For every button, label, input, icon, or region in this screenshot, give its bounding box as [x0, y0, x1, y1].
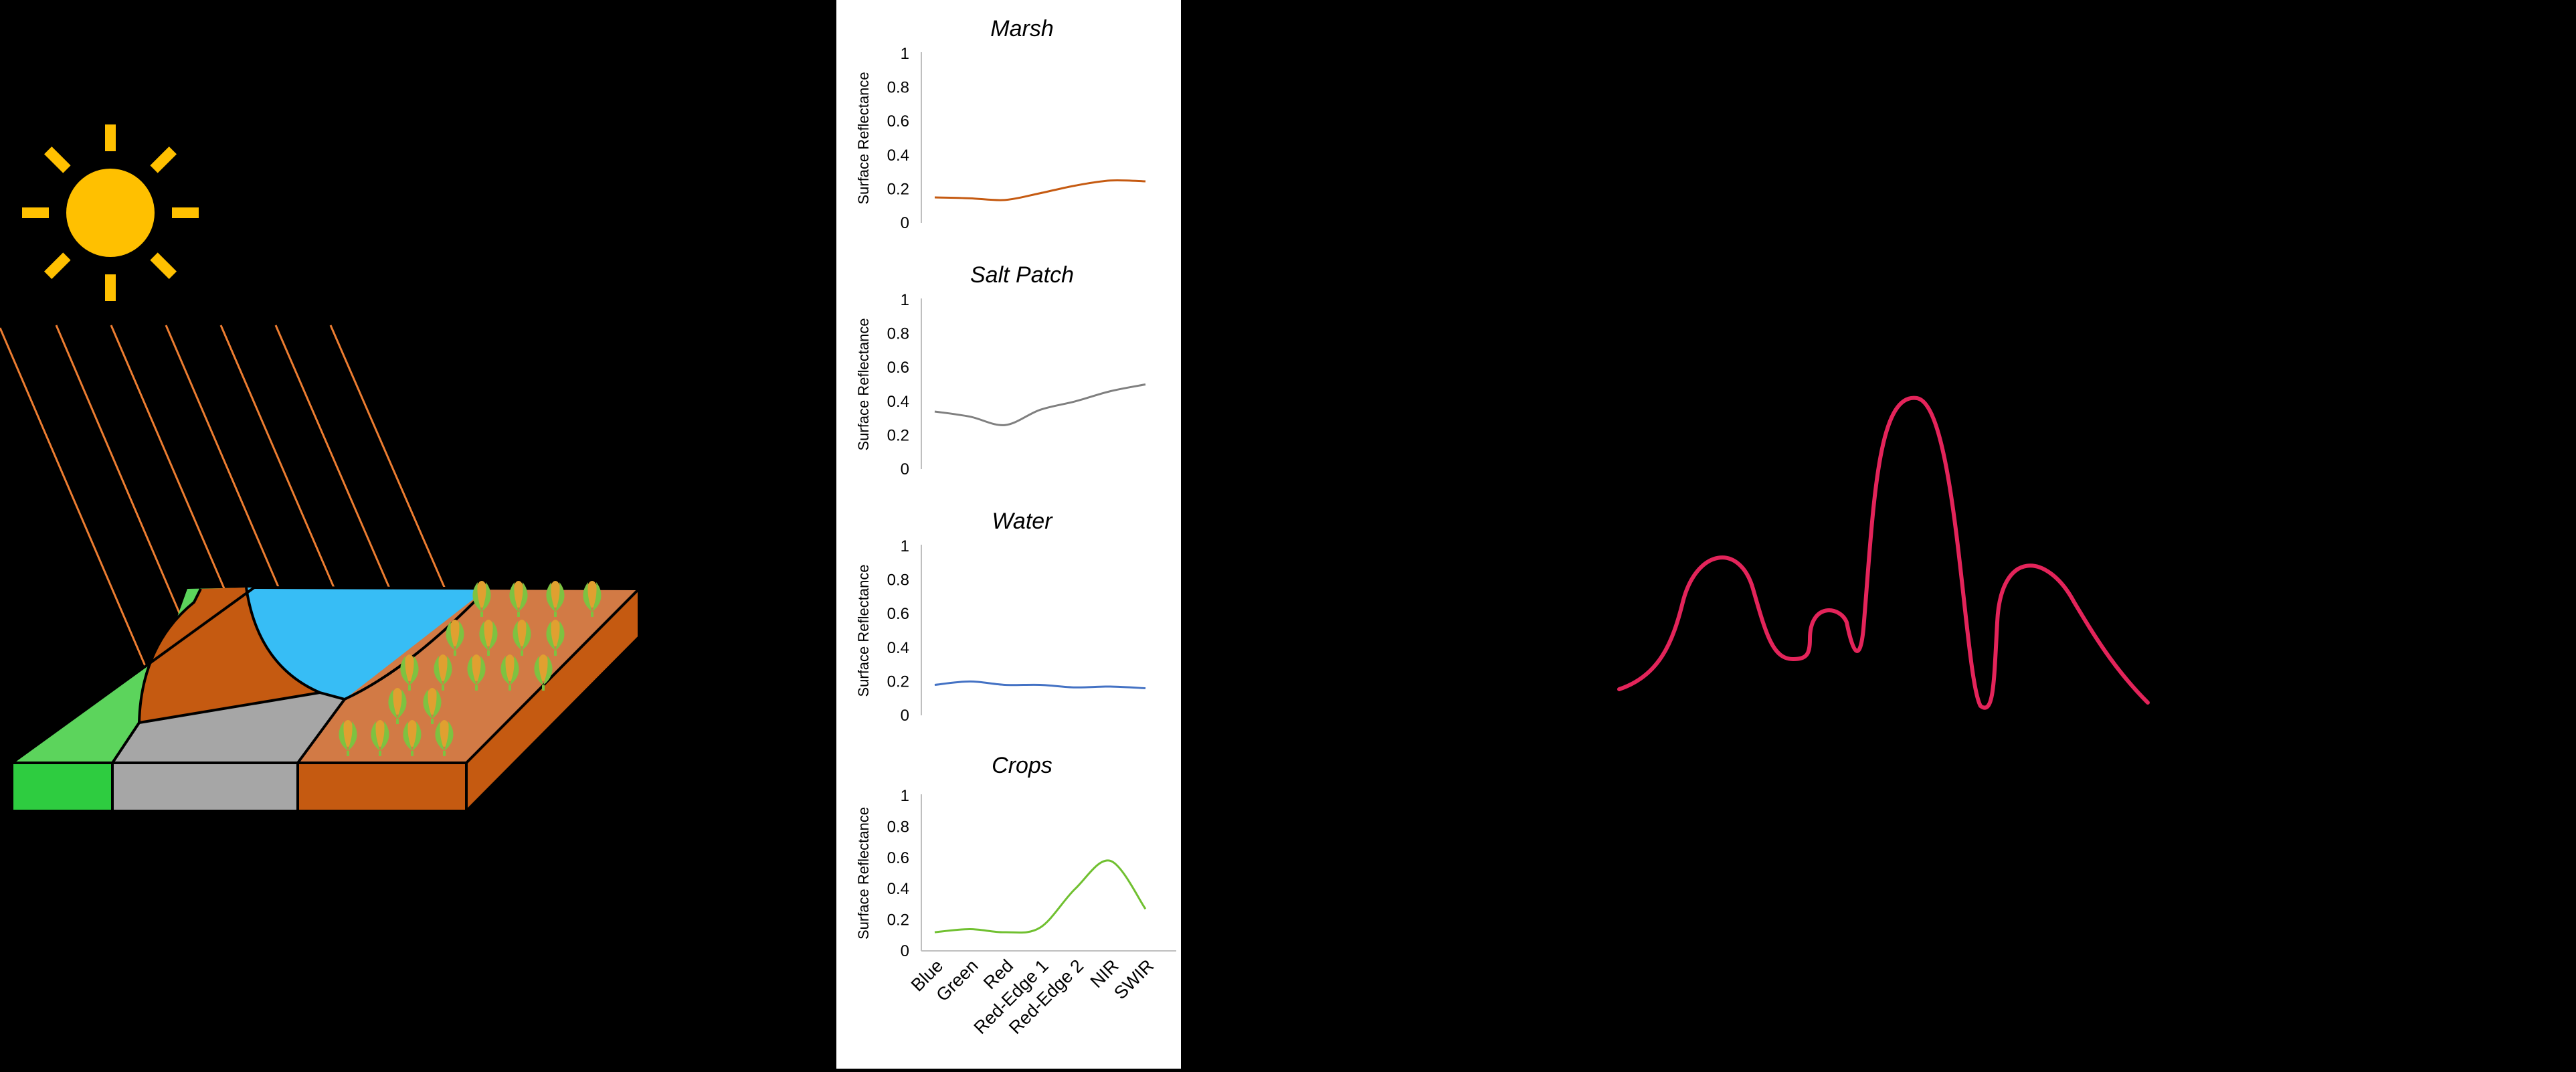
crop-plant-icon — [509, 581, 528, 617]
crop-plant-icon — [513, 620, 531, 656]
sun-ray — [150, 147, 177, 173]
y-tick-label: 0.4 — [887, 639, 909, 657]
crop-plant-icon — [546, 581, 565, 617]
y-tick-label: 0.4 — [887, 147, 909, 165]
crop-plant-icon — [500, 654, 519, 691]
water-top-surface — [246, 588, 488, 699]
crop-plant-icon — [423, 688, 442, 724]
y-axis-label: Surface Reflectance — [855, 72, 872, 204]
light-ray — [0, 327, 157, 690]
salt-side-face — [112, 763, 298, 811]
sun-ray — [44, 147, 71, 173]
chart-marsh: Marsh Surface Reflectance 0 0.2 0.4 0.6 0.8 1 — [836, 0, 1181, 242]
y-tick-label: 1 — [901, 537, 909, 555]
crop-front-face — [298, 763, 466, 811]
y-tick-label: 0.4 — [887, 880, 909, 898]
y-tick-label: 0 — [901, 707, 909, 725]
series-line — [934, 680, 1146, 690]
y-tick-label: 0.6 — [887, 849, 909, 867]
y-tick-label: 1 — [901, 291, 909, 309]
y-axis-label: Surface Reflectance — [855, 807, 872, 940]
chart-water: Water Surface Reflectance 0 0.2 0.4 0.6 0.8 1 — [836, 493, 1181, 735]
y-tick-label: 0 — [901, 214, 909, 232]
chart-title: Water — [992, 509, 1053, 534]
y-tick-label: 0.8 — [887, 818, 909, 836]
crop-plant-icon — [467, 654, 486, 691]
spectral-charts-panel: Marsh Surface Reflectance 0 0.2 0.4 0.6 0.8 1 S… — [836, 0, 1181, 1069]
y-tick-label: 0.6 — [887, 359, 909, 377]
y-tick-label: 0.2 — [887, 426, 909, 444]
marsh-side-face — [12, 763, 112, 811]
terrain-outlines — [11, 586, 640, 812]
crop-right-face — [466, 589, 639, 811]
crop-plant-icon — [371, 720, 389, 756]
soil-top-surface — [139, 588, 320, 723]
y-tick-label: 0 — [901, 460, 909, 478]
sun-icon — [22, 124, 199, 301]
crop-plant-icon — [534, 654, 553, 691]
crop-plant-icon — [339, 720, 357, 756]
chart-title: Salt Patch — [970, 262, 1074, 288]
chart-salt-patch: Salt Patch Surface Reflectance 0 0.2 0.4 0.6 0… — [836, 246, 1181, 488]
y-tick-label: 0.6 — [887, 112, 909, 130]
crop-plant-icon — [403, 720, 422, 756]
sun-ray — [150, 252, 177, 279]
crop-plant-icon — [583, 581, 602, 617]
crop-plant-icon — [434, 654, 452, 691]
y-tick-label: 1 — [901, 45, 909, 63]
crop-plant-icon — [546, 620, 565, 656]
series-line — [934, 383, 1146, 426]
crop-plant-icon — [479, 620, 498, 656]
y-tick-label: 0.6 — [887, 605, 909, 623]
chart-title: Crops — [992, 753, 1052, 778]
crop-plant-icon — [400, 654, 419, 691]
y-tick-label: 0.4 — [887, 393, 909, 411]
salt-top-surface — [112, 693, 345, 763]
sun-disc — [66, 169, 155, 257]
chart-crops: Crops Surface Reflectance 0 0.2 0.4 0.6 0.8 1 Bl… — [836, 739, 1181, 1069]
y-tick-label: 0 — [901, 942, 909, 960]
y-tick-label: 0.2 — [887, 180, 909, 198]
x-category-label: SWIR — [1110, 956, 1158, 1003]
y-tick-label: 1 — [901, 787, 909, 805]
y-tick-label: 0.2 — [887, 911, 909, 929]
y-axis-label: Surface Reflectance — [855, 318, 872, 450]
y-tick-label: 0.8 — [887, 571, 909, 590]
y-tick-label: 0.8 — [887, 79, 909, 97]
crop-plant-icon — [472, 581, 491, 617]
crop-plant-icon — [435, 720, 454, 756]
terrain-block — [11, 586, 640, 812]
crop-plant-icon — [446, 620, 464, 656]
y-axis-label: Surface Reflectance — [855, 564, 872, 697]
series-line — [934, 179, 1146, 201]
crop-plant-icon — [388, 688, 407, 724]
series-line — [934, 859, 1147, 934]
sun-ray — [44, 252, 71, 279]
spectral-signature-curve — [1617, 395, 2150, 710]
y-tick-label: 0.8 — [887, 325, 909, 343]
y-tick-label: 0.2 — [887, 673, 909, 691]
chart-title: Marsh — [990, 16, 1053, 41]
crop-plants — [339, 581, 602, 756]
